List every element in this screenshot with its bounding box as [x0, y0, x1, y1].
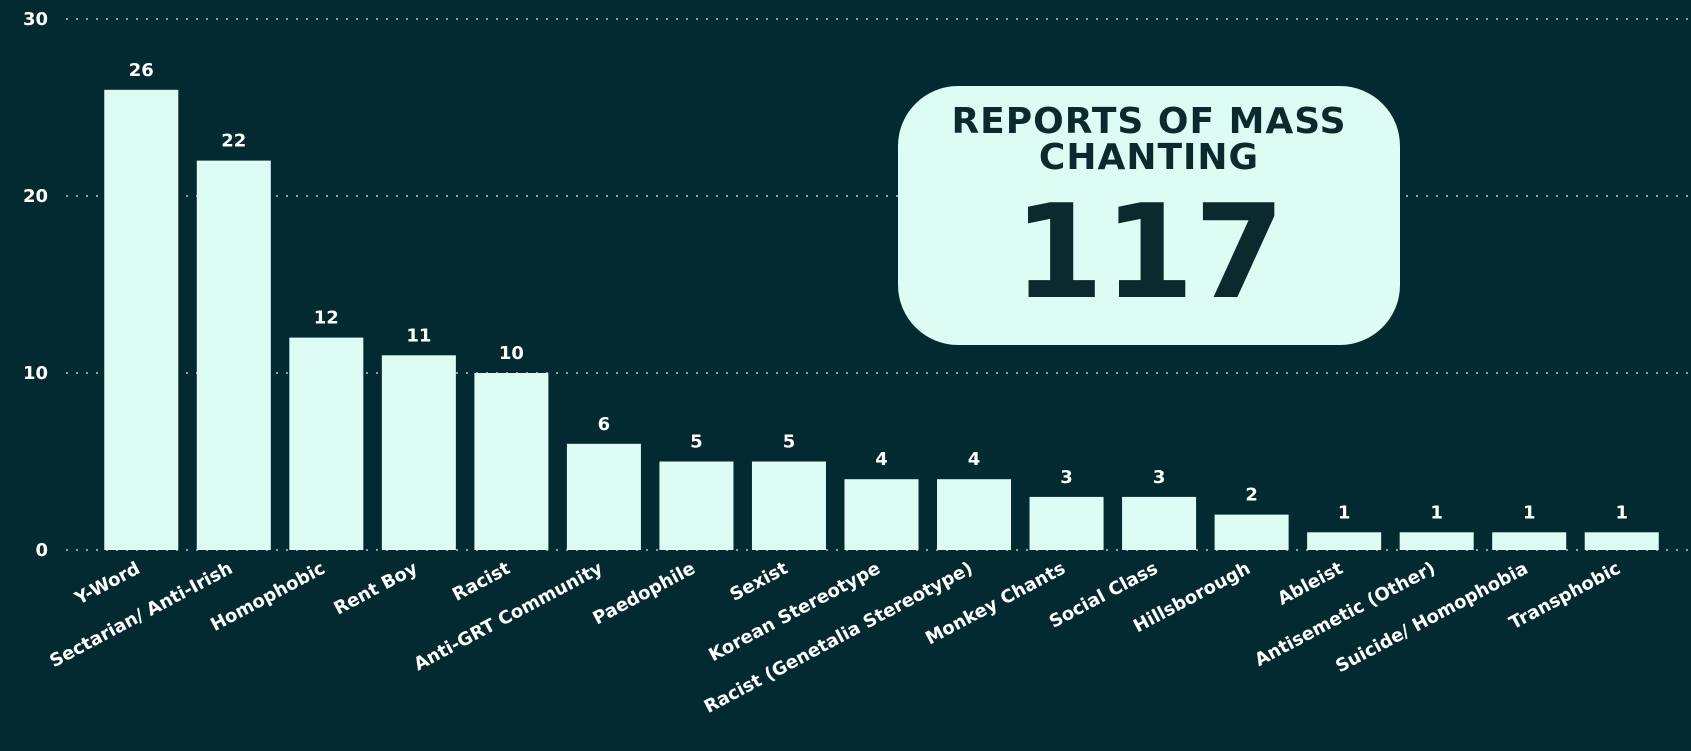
x-tick-label: Paedophile — [590, 558, 699, 629]
bar — [1214, 514, 1289, 550]
summary-box: REPORTS OF MASS CHANTING 117 — [898, 86, 1400, 345]
value-label: 26 — [129, 60, 154, 81]
value-label: 4 — [875, 449, 888, 470]
bar — [751, 461, 826, 550]
value-label: 1 — [1523, 502, 1536, 523]
bar — [1492, 532, 1567, 550]
bar — [566, 443, 641, 550]
bar — [1029, 496, 1104, 550]
bar — [1399, 532, 1474, 550]
value-label: 11 — [406, 325, 431, 346]
bar — [196, 160, 271, 550]
bar — [474, 373, 549, 550]
y-tick-label: 20 — [23, 186, 48, 207]
y-tick-label: 30 — [23, 9, 48, 30]
value-label: 10 — [499, 343, 524, 364]
bar — [289, 337, 364, 550]
value-label: 22 — [221, 131, 246, 152]
value-label: 1 — [1615, 502, 1628, 523]
value-label: 5 — [783, 432, 796, 453]
summary-value: 117 — [1013, 176, 1285, 328]
y-tick-label: 10 — [23, 363, 48, 384]
bar — [104, 89, 179, 551]
x-tick-label: Y-Word — [71, 558, 144, 610]
bar — [659, 461, 734, 550]
value-label: 5 — [690, 432, 703, 453]
x-tick-label: Ableist — [1274, 558, 1347, 610]
bar — [381, 355, 456, 550]
y-tick-label: 0 — [35, 540, 48, 561]
summary-title: REPORTS OF MASS CHANTING — [951, 101, 1347, 178]
bar — [844, 479, 919, 550]
value-label: 12 — [314, 308, 339, 329]
x-tick-label: Rent Boy — [330, 558, 421, 620]
value-label: 3 — [1060, 467, 1073, 488]
value-label: 2 — [1245, 485, 1258, 506]
value-label: 3 — [1153, 467, 1166, 488]
x-tick-label: Sexist — [726, 558, 791, 606]
bar — [937, 479, 1012, 550]
bar — [1307, 532, 1382, 550]
value-label: 1 — [1338, 502, 1351, 523]
bar — [1584, 532, 1659, 550]
value-label: 1 — [1430, 502, 1443, 523]
bar — [1122, 496, 1197, 550]
x-tick-label: Racist — [449, 558, 514, 606]
value-label: 6 — [598, 414, 611, 435]
value-label: 4 — [968, 449, 981, 470]
